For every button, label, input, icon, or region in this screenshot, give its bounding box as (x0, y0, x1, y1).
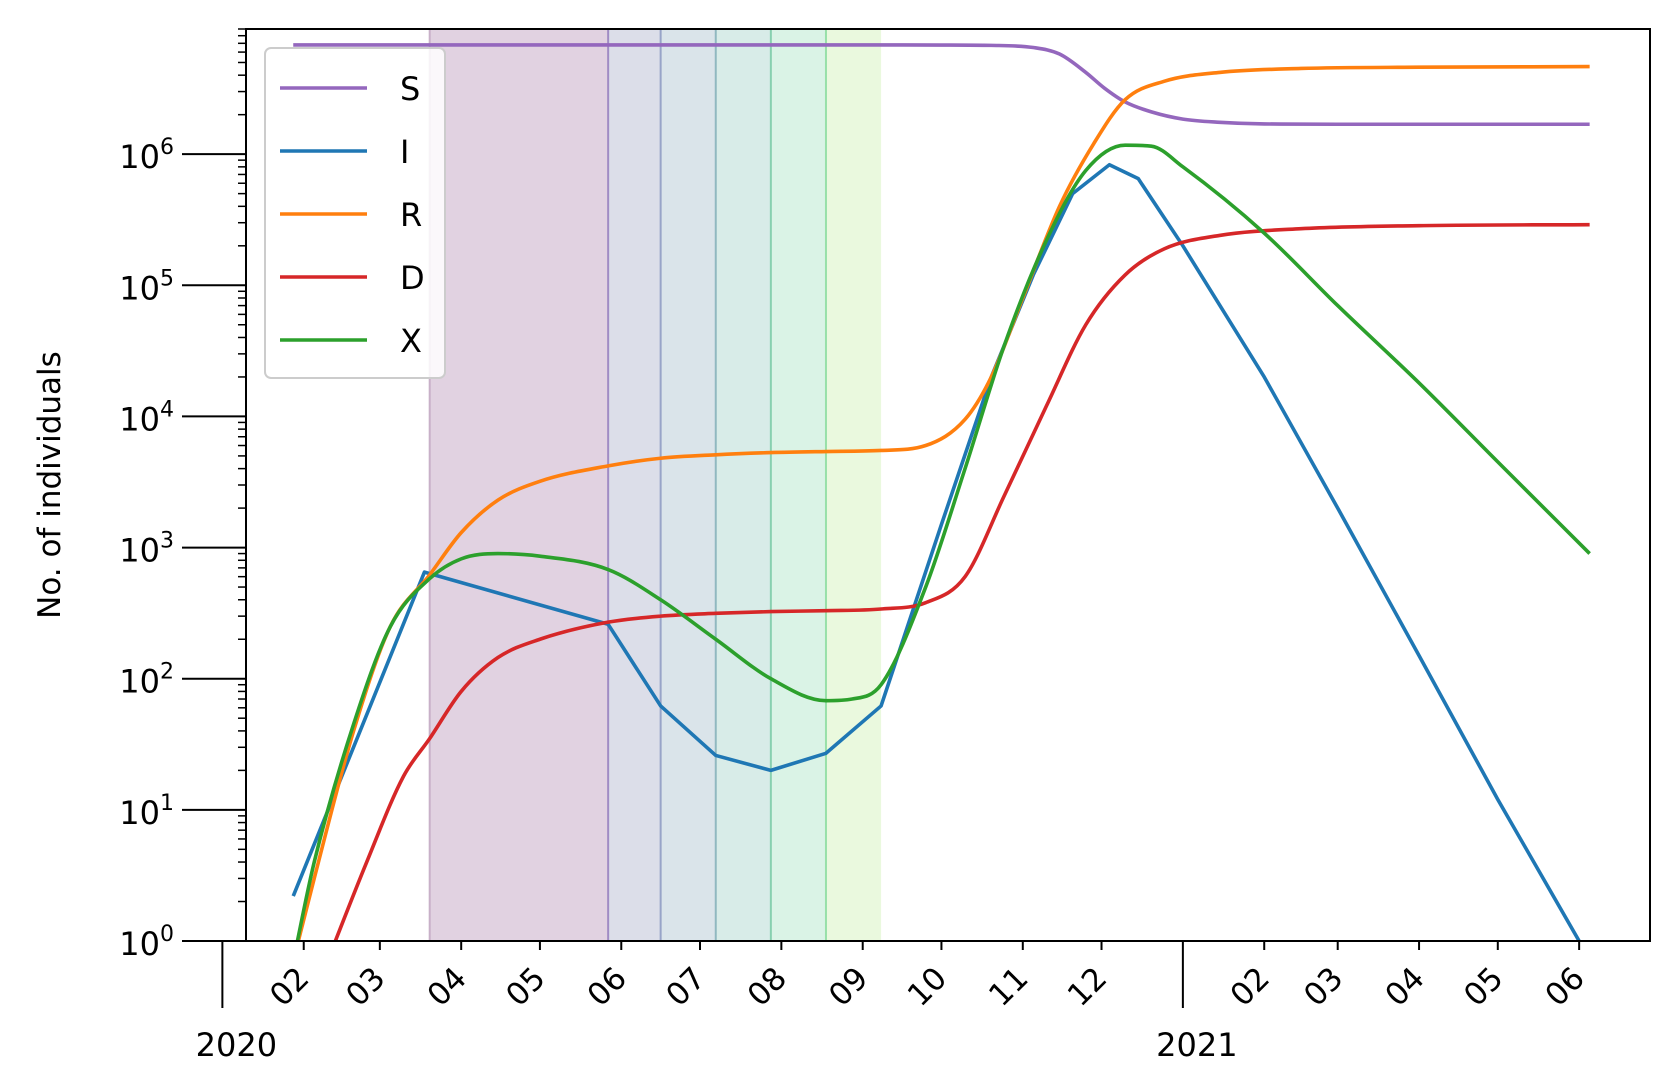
x-month-label: 10 (901, 960, 954, 1013)
y-axis: 100 101 102 103 104 105 106 (119, 28, 246, 963)
phase-band-4 (715, 29, 771, 941)
y-tick-label: 104 (119, 397, 174, 438)
x-month-label: 06 (1538, 960, 1591, 1013)
series-line-S (293, 43, 1590, 127)
legend-label-R: R (400, 196, 422, 234)
phase-band-6 (825, 29, 882, 941)
x-month-label: 12 (1061, 960, 1114, 1013)
phase-shading (429, 29, 882, 941)
x-month-label: 04 (421, 960, 474, 1013)
phase-band-1 (429, 29, 609, 941)
x-axis: 02 03 04 05 06 07 08 09 10 11 12 02 03 04 05 06 2020 2021 (196, 941, 1592, 1064)
x-month-label: 11 (982, 960, 1035, 1013)
x-month-label: 05 (1457, 960, 1510, 1013)
phase-band-3 (660, 29, 716, 941)
y-axis-label: No. of individuals (32, 351, 68, 619)
y-tick-label: 102 (119, 660, 174, 701)
phase-band-2 (608, 29, 661, 941)
x-month-label: 02 (263, 960, 316, 1013)
series-lines (291, 43, 1591, 941)
x-month-label: 03 (339, 960, 392, 1013)
x-month-label: 04 (1378, 960, 1431, 1013)
y-tick-label: 101 (119, 791, 174, 832)
x-month-label: 06 (581, 960, 634, 1013)
legend-label-X: X (400, 322, 422, 360)
x-month-label: 05 (499, 960, 552, 1013)
x-month-label: 08 (741, 960, 794, 1013)
legend-label-I: I (400, 133, 409, 171)
x-month-label: 09 (822, 960, 875, 1013)
y-tick-label: 100 (119, 922, 174, 963)
x-month-label: 02 (1224, 960, 1277, 1013)
series-line-D (333, 222, 1590, 941)
x-year-label: 2021 (1156, 1026, 1237, 1064)
y-tick-label: 106 (119, 135, 174, 176)
legend-label-S: S (400, 70, 420, 108)
x-month-label: 07 (659, 960, 712, 1013)
y-tick-label: 103 (119, 529, 174, 570)
phase-band-5 (770, 29, 826, 941)
y-tick-label: 105 (119, 266, 174, 307)
x-month-label: 03 (1297, 960, 1350, 1013)
x-year-label: 2020 (196, 1026, 277, 1064)
phase-boundaries (428, 29, 827, 941)
legend-label-D: D (400, 259, 425, 297)
series-line-X (295, 143, 1591, 941)
